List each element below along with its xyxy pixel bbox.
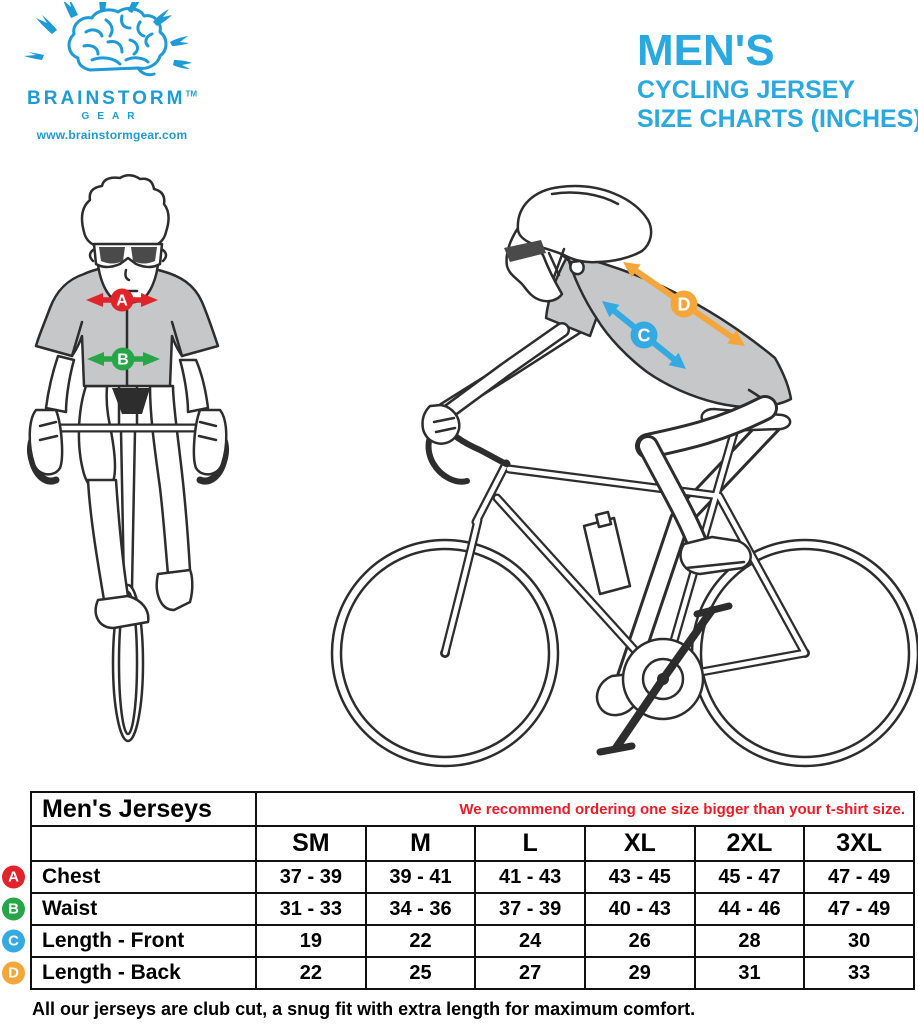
measure-badge-b xyxy=(111,347,135,371)
cyclist-measurement-diagram: A B xyxy=(27,174,918,768)
size-chart-table: Men's Jerseys We recommend ordering one … xyxy=(2,791,915,990)
table-cell: 24 xyxy=(474,924,586,958)
svg-text:B: B xyxy=(117,352,129,369)
measure-badge-d xyxy=(670,290,698,318)
table-cell: 41 - 43 xyxy=(474,860,586,894)
table-cell: 44 - 46 xyxy=(693,892,806,926)
table-cell: 47 - 49 xyxy=(803,860,915,894)
svg-text:C: C xyxy=(638,326,651,346)
table-cell: 28 xyxy=(693,924,806,958)
waist-arrow: B xyxy=(87,347,160,371)
front-cyclist-figure: A B xyxy=(27,174,229,743)
table-cell: 22 xyxy=(364,924,477,958)
page-title: MEN'S CYCLING JERSEY SIZE CHARTS (INCHES… xyxy=(637,26,918,134)
svg-text:D: D xyxy=(678,295,691,315)
table-row: Waist B 31 - 33 34 - 36 37 - 39 40 - 43 44 - 4… xyxy=(2,892,915,926)
table-cell: 31 - 33 xyxy=(255,892,367,926)
row-badge-d: D xyxy=(2,961,25,985)
brain-outline xyxy=(67,7,168,77)
row-label: Length - Back D xyxy=(2,956,257,990)
table-cell: 39 - 41 xyxy=(364,860,477,894)
side-cyclist-figure: D C xyxy=(330,184,918,768)
table-row: Length - Front C 19 22 24 26 28 30 xyxy=(2,924,915,958)
measure-badge-c xyxy=(630,321,658,349)
empty-corner-cell xyxy=(30,825,257,862)
row-badge-c: C xyxy=(2,929,25,953)
brain-logo-icon xyxy=(24,0,192,77)
table-cell: 43 - 45 xyxy=(583,860,696,894)
table-cell: 33 xyxy=(803,956,915,990)
table-cell: 29 xyxy=(583,956,696,990)
size-recommendation-note: We recommend ordering one size bigger th… xyxy=(255,791,915,827)
table-cell: 40 - 43 xyxy=(583,892,696,926)
length-back-arrow: D xyxy=(623,262,745,346)
row-label: Chest A xyxy=(2,860,257,894)
chest-arrow: A xyxy=(86,288,158,312)
measure-badge-a xyxy=(110,288,134,312)
table-cell: 26 xyxy=(583,924,696,958)
table-cell: 47 - 49 xyxy=(803,892,915,926)
size-column-header: 2XL xyxy=(693,825,806,862)
row-badge-a: A xyxy=(2,865,25,889)
table-cell: 30 xyxy=(803,924,915,958)
row-label: Length - Front C xyxy=(2,924,257,958)
row-label: Waist B xyxy=(2,892,257,926)
title-line1: MEN'S xyxy=(637,26,775,75)
table-row: Chest A 37 - 39 39 - 41 41 - 43 43 - 45 45 - 4… xyxy=(2,860,915,894)
title-line3: SIZE CHARTS (INCHES) xyxy=(637,105,918,134)
size-column-header: M xyxy=(364,825,477,862)
table-title: Men's Jerseys xyxy=(30,791,257,827)
table-cell: 45 - 47 xyxy=(693,860,806,894)
table-cell: 34 - 36 xyxy=(364,892,477,926)
table-row: Length - Back D 22 25 27 29 31 33 xyxy=(2,956,915,990)
brainstorm-logo: BRAINSTORMTM GEAR www.brainstormgear.com xyxy=(22,0,202,142)
length-front-arrow: C xyxy=(602,301,686,369)
table-cell: 37 - 39 xyxy=(474,892,586,926)
title-line2: CYCLING JERSEY xyxy=(637,76,856,105)
jersey-back xyxy=(565,252,793,409)
size-column-header: XL xyxy=(583,825,696,862)
table-cell: 37 - 39 xyxy=(255,860,367,894)
size-column-header: L xyxy=(474,825,586,862)
logo-gear-text: GEAR xyxy=(81,111,143,122)
fit-note: All our jerseys are club cut, a snug fit… xyxy=(32,999,696,1019)
logo-brand-text: BRAINSTORMTM xyxy=(27,88,197,109)
svg-text:A: A xyxy=(116,293,128,310)
table-header-row: Men's Jerseys We recommend ordering one … xyxy=(30,791,915,827)
size-columns-row: SM M L XL 2XL 3XL xyxy=(30,825,915,862)
table-cell: 22 xyxy=(255,956,367,990)
row-badge-b: B xyxy=(2,897,25,921)
table-cell: 27 xyxy=(474,956,586,990)
table-cell: 31 xyxy=(693,956,806,990)
logo-tm: TM xyxy=(185,89,197,99)
size-column-header: SM xyxy=(255,825,367,862)
table-cell: 25 xyxy=(364,956,477,990)
table-cell: 19 xyxy=(255,924,367,958)
size-column-header: 3XL xyxy=(803,825,915,862)
logo-url-text: www.brainstormgear.com xyxy=(36,128,188,142)
